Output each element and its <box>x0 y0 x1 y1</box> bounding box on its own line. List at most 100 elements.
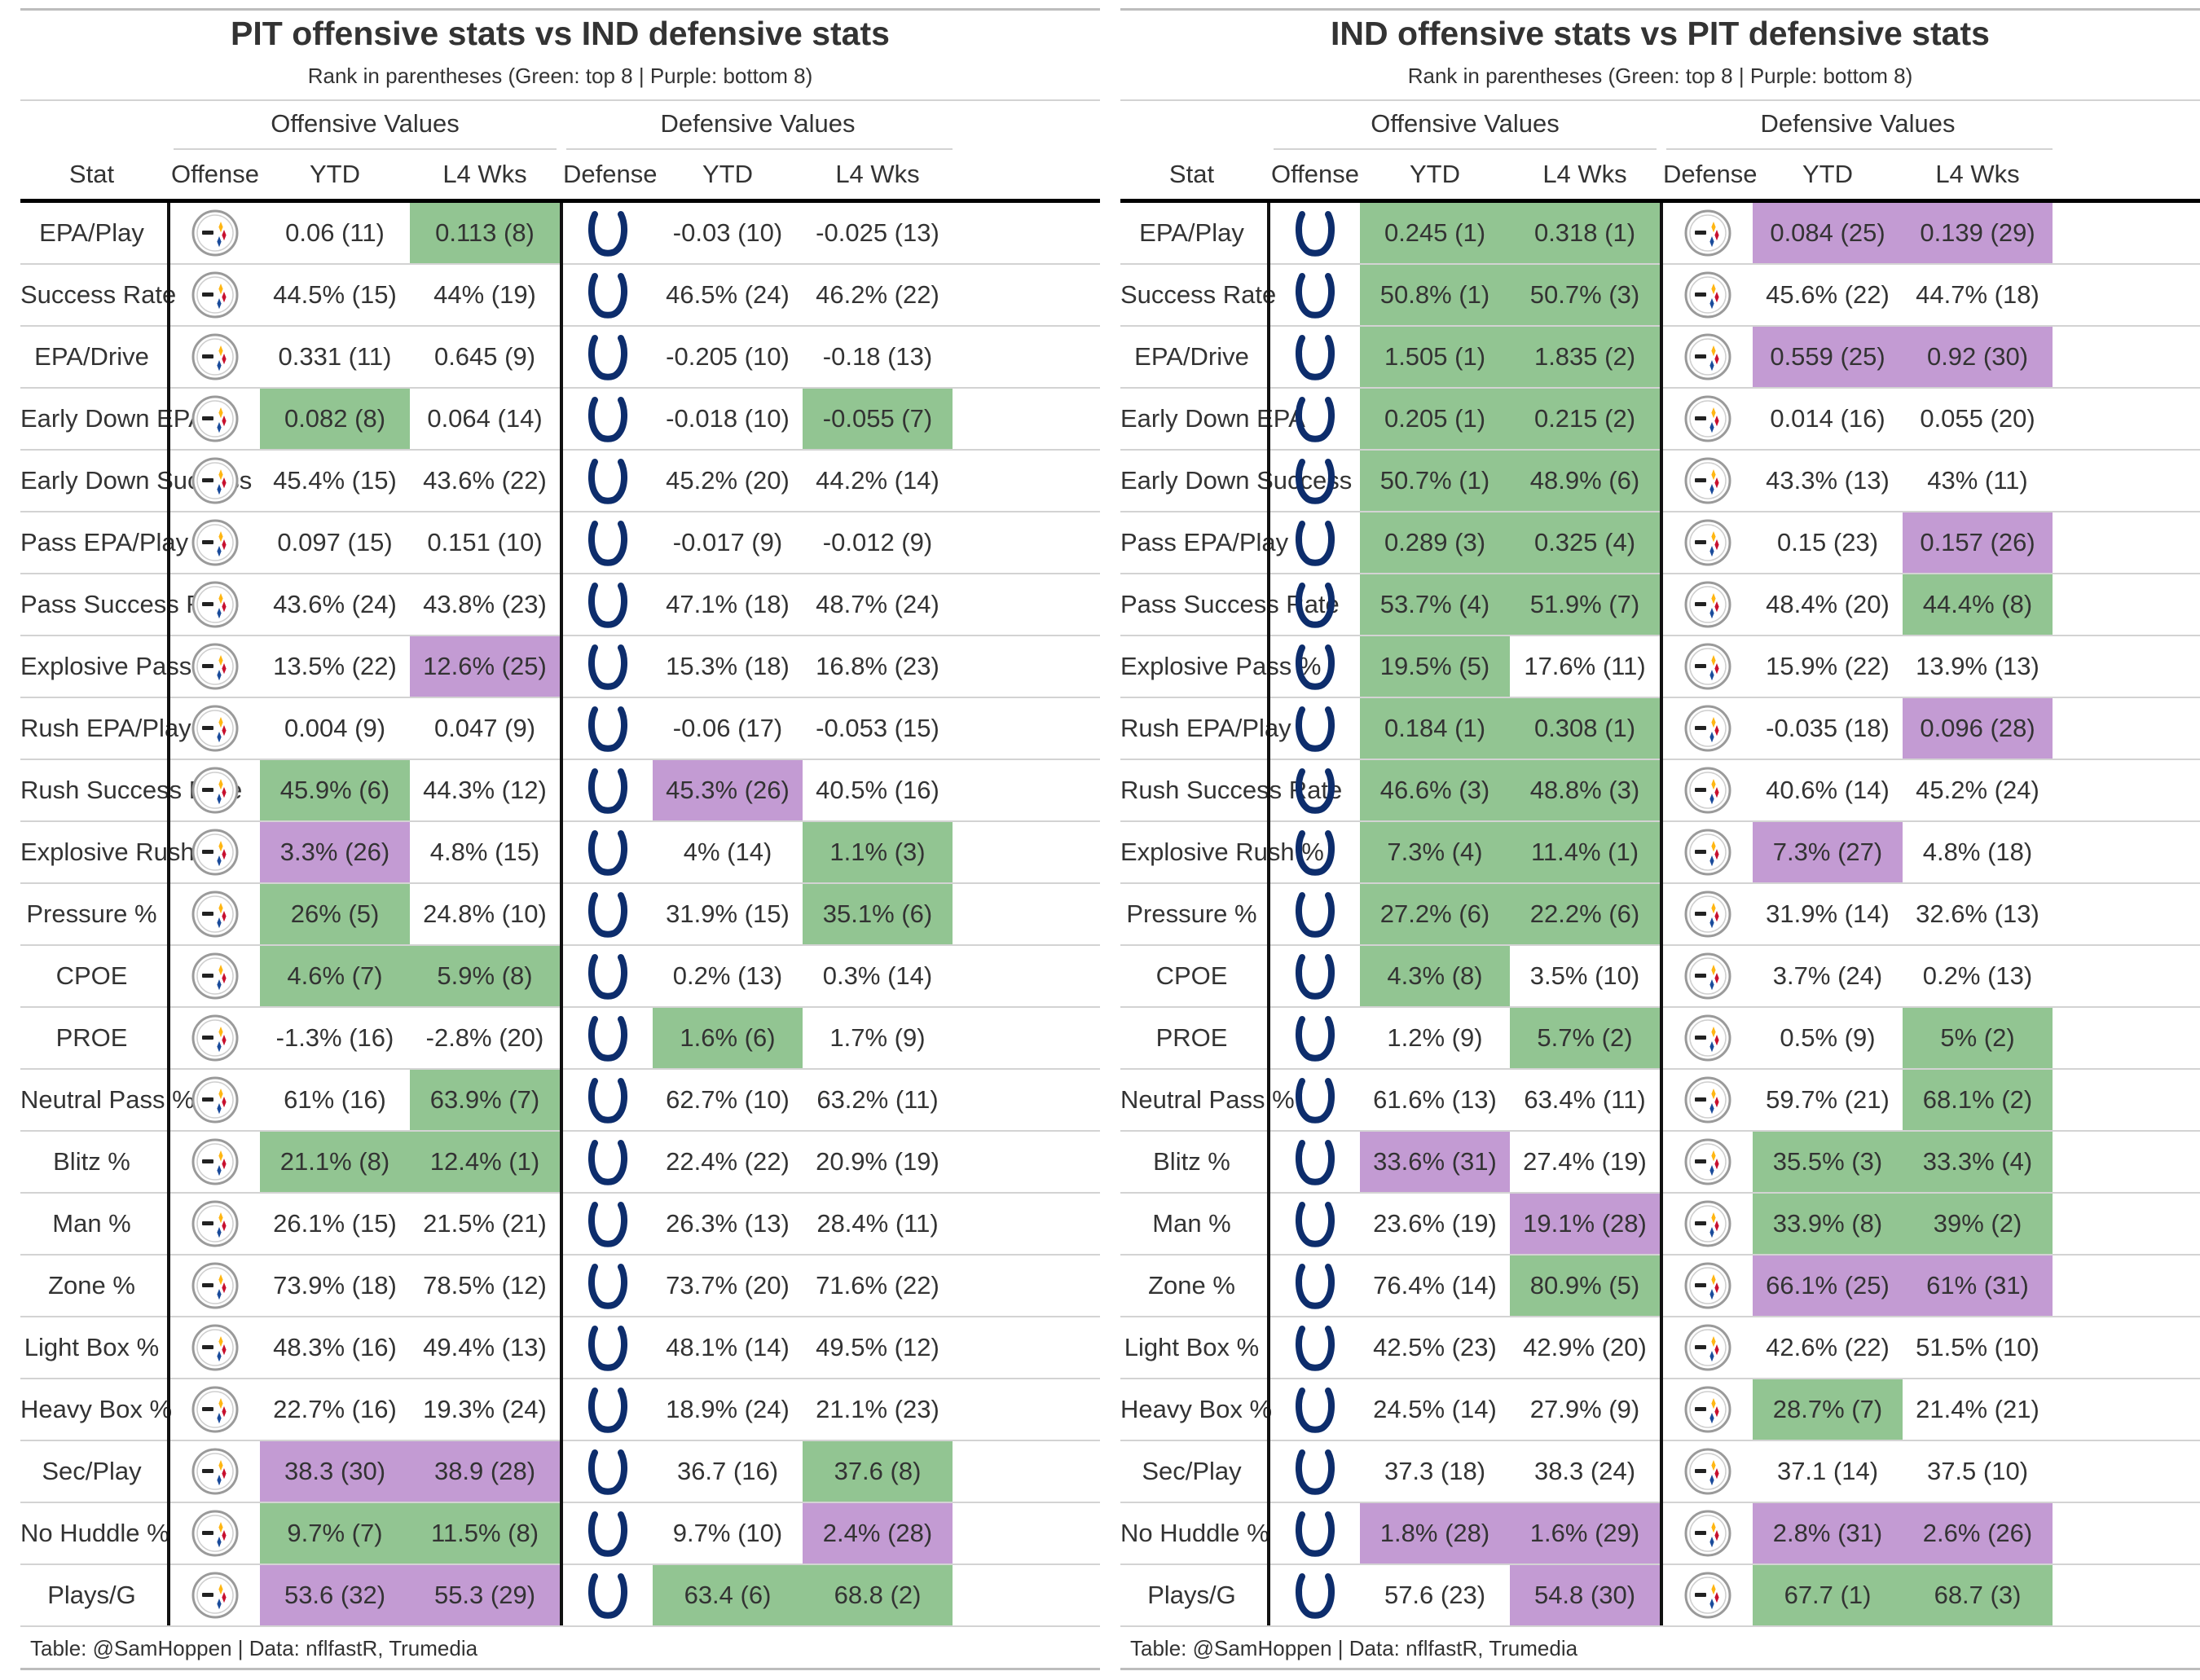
stat-name: Zone % <box>48 1271 135 1300</box>
stat-name: Pass Success Rate <box>20 590 240 618</box>
defense-l4-value: -0.012 (9) <box>822 528 933 556</box>
defense-ytd-value: 48.1% (14) <box>666 1333 790 1361</box>
column-header-oy: YTD <box>1410 160 1460 188</box>
defense-ytd-value: -0.017 (9) <box>672 528 783 556</box>
defense-l4-value: 44.2% (14) <box>816 466 939 495</box>
offense-ytd-value: 19.5% (5) <box>1360 636 1510 697</box>
colts-horseshoe-icon <box>1296 211 1335 257</box>
defense-logo <box>587 1138 628 1190</box>
stat-name: CPOE <box>1155 961 1228 990</box>
offense-ytd-value: 23.6% (19) <box>1373 1209 1497 1238</box>
left-table-panel: PIT offensive stats vs IND defensive sta… <box>20 0 1120 1680</box>
offense-logo <box>1295 519 1335 570</box>
defense-ytd-value: 31.9% (14) <box>1766 899 1890 928</box>
defense-ytd-value: 46.5% (24) <box>666 280 790 309</box>
colts-horseshoe-icon <box>588 1511 627 1557</box>
spanner-rule-defensive <box>566 148 953 150</box>
stat-name: EPA/Drive <box>34 342 149 371</box>
offense-l4-value: 3.5% (10) <box>1529 961 1640 990</box>
defense-logo <box>587 581 628 632</box>
defense-ytd-value: 40.6% (14) <box>1766 776 1890 804</box>
offense-ytd-value: 0.331 (11) <box>278 342 392 371</box>
colts-horseshoe-icon <box>1296 335 1335 380</box>
table-row: Zone % 76.4% (14) 80.9% (5) 66.1% (25) 61% (… <box>1120 1256 2200 1317</box>
stat-name: CPOE <box>55 961 128 990</box>
offense-ytd-value: 21.1% (8) <box>260 1132 410 1192</box>
steelers-logo-icon <box>1684 1386 1731 1433</box>
offense-l4-value: 22.2% (6) <box>1510 884 1660 944</box>
table-row: Zone % 73.9% (18) 78.5% (12) 73.7% (20) 71.6… <box>20 1256 1100 1317</box>
stat-name: PROE <box>1155 1023 1228 1052</box>
header-rule <box>20 199 1100 203</box>
defense-ytd-value: -0.06 (17) <box>672 714 783 742</box>
steelers-logo-icon <box>191 705 239 752</box>
colts-horseshoe-icon <box>588 273 627 319</box>
steelers-logo-icon <box>191 767 239 814</box>
table-row: Early Down EPA 0.205 (1) 0.215 (2) 0.014 (1… <box>1120 389 2200 451</box>
colts-horseshoe-icon <box>588 1573 627 1619</box>
right-table-panel: IND offensive stats vs PIT defensive sta… <box>1120 0 2200 1680</box>
offense-ytd-value: 26.1% (15) <box>273 1209 397 1238</box>
colts-horseshoe-icon <box>1296 459 1335 504</box>
colts-horseshoe-icon <box>588 830 627 876</box>
offense-ytd-value: 0.245 (1) <box>1360 203 1510 263</box>
offense-l4-value: 0.215 (2) <box>1510 389 1660 449</box>
colts-horseshoe-icon <box>1296 397 1335 442</box>
colts-horseshoe-icon <box>588 397 627 442</box>
defense-logo <box>1684 457 1731 508</box>
colts-horseshoe-icon <box>588 1264 627 1309</box>
stat-name: Explosive Rush % <box>1120 838 1324 866</box>
colts-horseshoe-icon <box>1296 521 1335 566</box>
steelers-logo-icon <box>191 952 239 1000</box>
defense-ytd-value: -0.205 (10) <box>666 342 790 371</box>
table-row: CPOE 4.6% (7) 5.9% (8) 0.2% (13) 0.3% (14) <box>20 946 1100 1008</box>
colts-horseshoe-icon <box>588 211 627 257</box>
offense-l4-value: 43.6% (22) <box>423 466 547 495</box>
defense-l4-value: 71.6% (22) <box>816 1271 939 1300</box>
defense-ytd-value: 9.7% (10) <box>672 1519 783 1547</box>
defense-logo <box>587 1324 628 1375</box>
spanner-rule-defensive <box>1666 148 2053 150</box>
defense-l4-value: 2.4% (28) <box>803 1503 953 1563</box>
defense-ytd-value: 33.9% (8) <box>1753 1194 1903 1254</box>
colts-horseshoe-icon <box>588 768 627 814</box>
offense-ytd-value: 50.8% (1) <box>1360 265 1510 325</box>
offense-ytd-value: -1.3% (16) <box>275 1023 394 1052</box>
defense-logo <box>1684 1386 1731 1437</box>
offense-l4-value: 24.8% (10) <box>423 899 547 928</box>
column-headers: Stat Offense YTD L4 Wks Defense YTD L4 Wks <box>20 160 1100 196</box>
steelers-logo-icon <box>1684 1262 1731 1309</box>
defense-logo <box>587 333 628 385</box>
offense-logo <box>191 1138 239 1190</box>
offense-ytd-value: 27.2% (6) <box>1360 884 1510 944</box>
steelers-logo-icon <box>1684 643 1731 690</box>
colts-horseshoe-icon <box>588 706 627 752</box>
defense-logo <box>1684 952 1731 1004</box>
defense-l4-value: 21.4% (21) <box>1916 1395 2039 1423</box>
offense-separator <box>167 203 170 1625</box>
offense-ytd-value: 45.9% (6) <box>260 760 410 820</box>
defense-ytd-value: 37.1 (14) <box>1776 1457 1879 1485</box>
steelers-logo-icon <box>191 1324 239 1371</box>
spanner-rule-offensive <box>174 148 557 150</box>
stat-name: Rush EPA/Play <box>1120 714 1291 742</box>
offense-logo <box>1295 1200 1335 1251</box>
steelers-logo-icon <box>191 519 239 566</box>
offense-logo <box>1295 1572 1335 1623</box>
defense-l4-value: -0.053 (15) <box>816 714 939 742</box>
steelers-logo-icon <box>1684 1138 1731 1185</box>
offense-logo <box>1295 1510 1335 1561</box>
defense-logo <box>1684 705 1731 756</box>
defense-logo <box>587 1386 628 1437</box>
table-row: Pass EPA/Play 0.289 (3) 0.325 (4) 0.15 (23)… <box>1120 512 2200 574</box>
table-row: Plays/G 53.6 (32) 55.3 (29) 63.4 (6) 68.8 (2… <box>20 1565 1100 1627</box>
offense-ytd-value: 0.289 (3) <box>1360 512 1510 573</box>
column-header-stat: Stat <box>68 160 115 188</box>
source-note: Table: @SamHoppen | Data: nflfastR, Trum… <box>30 1636 478 1660</box>
offense-l4-value: 63.9% (7) <box>410 1070 560 1130</box>
offense-logo <box>191 891 239 942</box>
steelers-logo-icon <box>1684 519 1731 566</box>
defense-l4-value: 0.096 (28) <box>1903 698 2053 759</box>
offense-ytd-value: 1.505 (1) <box>1360 327 1510 387</box>
defense-ytd-value: 7.3% (27) <box>1753 822 1903 882</box>
